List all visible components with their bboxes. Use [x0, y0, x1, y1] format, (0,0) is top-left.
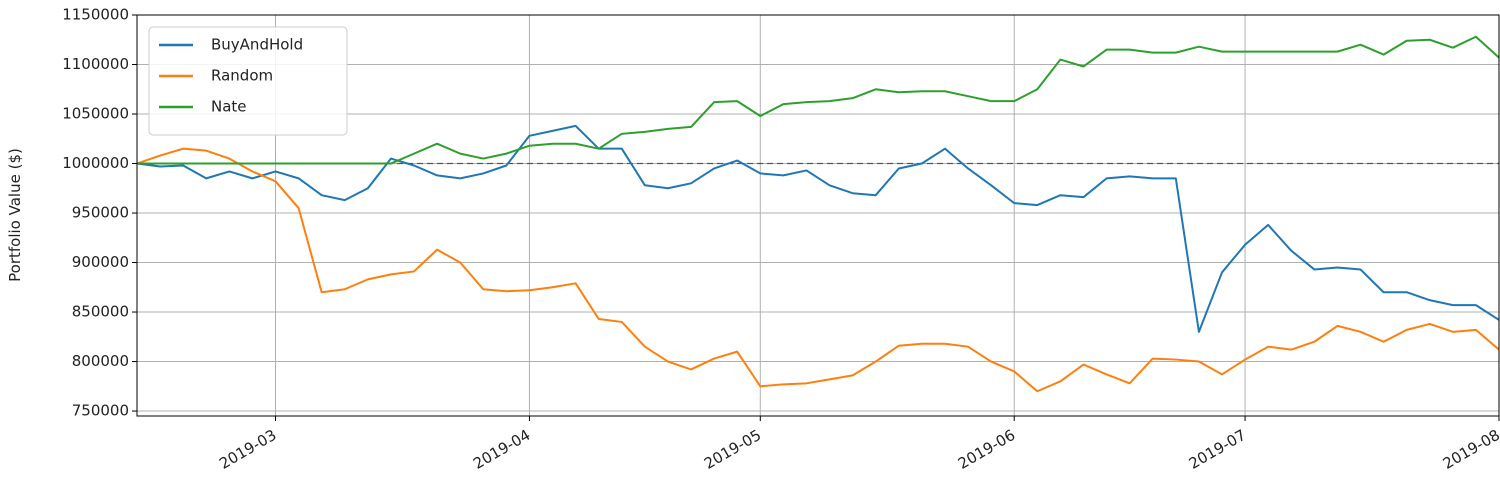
- x-tick-label: 2019-05: [701, 426, 764, 473]
- x-tick-label: 2019-06: [955, 426, 1018, 473]
- series-line: [136, 147, 1500, 393]
- y-tick-label: 1100000: [62, 55, 129, 73]
- legend-box: [148, 26, 348, 136]
- legend-label: BuyAndHold: [211, 36, 303, 54]
- x-tick-label: 2019-07: [1186, 426, 1249, 473]
- y-tick-label: 1150000: [62, 6, 129, 24]
- y-tick-label: 1000000: [62, 154, 129, 172]
- series-line: [137, 35, 1500, 165]
- x-tick-label: 2019-03: [216, 426, 279, 473]
- legend-label: Nate: [211, 98, 247, 116]
- y-tick-label: 750000: [72, 402, 129, 420]
- series-line: [136, 124, 1500, 333]
- y-axis-label: Portfolio Value ($): [6, 148, 24, 282]
- plot-frame: [136, 14, 1500, 417]
- y-tick-label: 1050000: [62, 105, 129, 123]
- x-tick-label: 2019-08: [1440, 426, 1500, 473]
- y-tick-label: 900000: [72, 253, 129, 271]
- y-tick-label: 800000: [72, 352, 129, 370]
- legend-label: Random: [211, 67, 273, 85]
- y-tick-label: 950000: [72, 204, 129, 222]
- y-tick-label: 850000: [72, 303, 129, 321]
- x-tick-label: 2019-04: [470, 426, 533, 473]
